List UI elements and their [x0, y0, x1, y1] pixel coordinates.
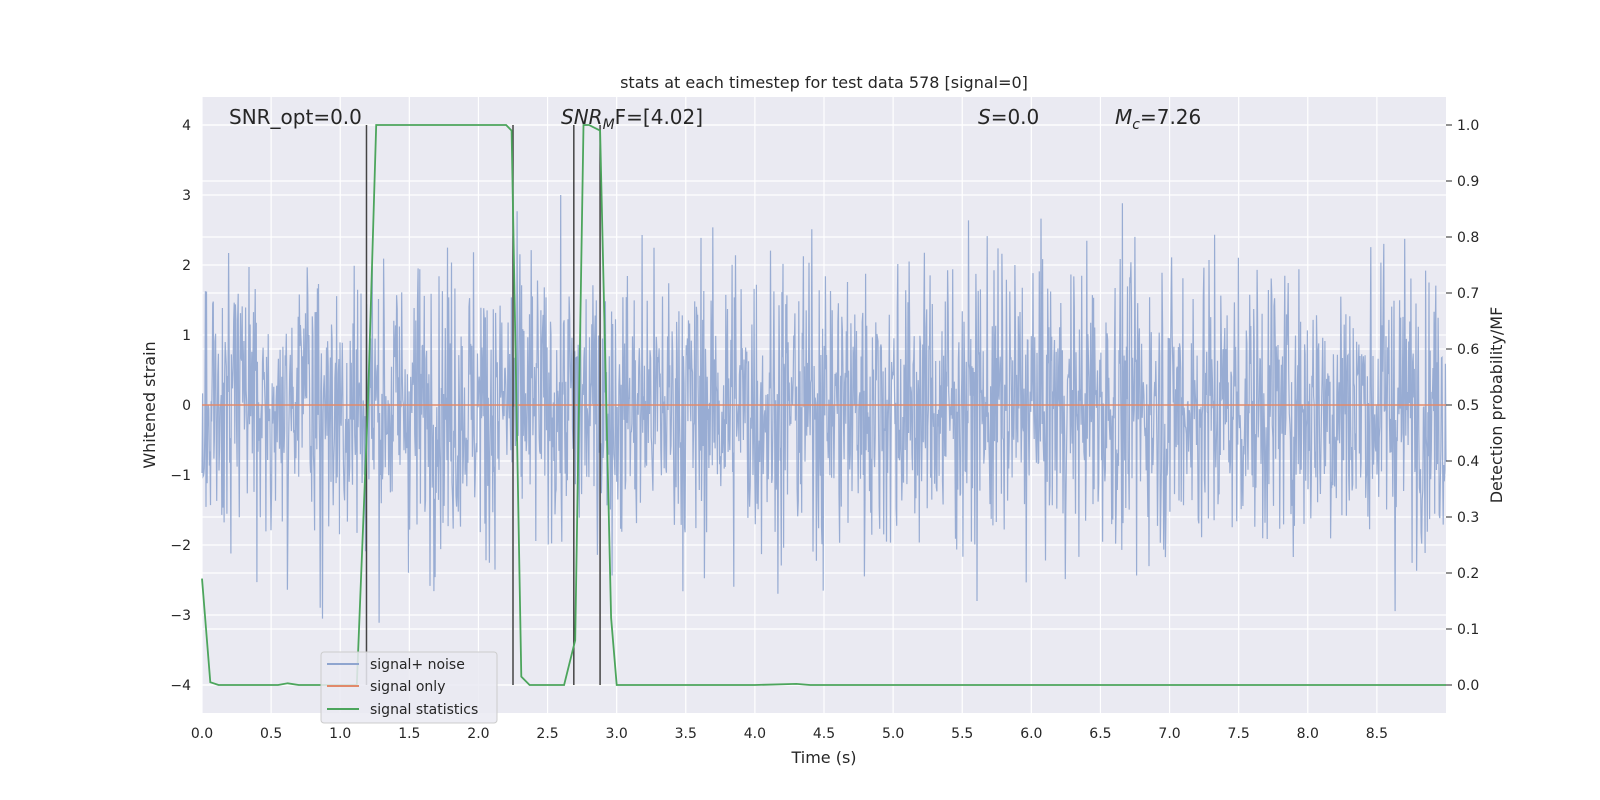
y2-tick-label: 0.7 [1457, 286, 1479, 302]
y-tick-label: 4 [182, 118, 191, 134]
legend-label-signal-noise: signal+ noise [370, 657, 465, 673]
annotation-snr-mf: SNRMF=[4.02] [561, 105, 703, 133]
y-tick-label: −2 [170, 538, 191, 554]
x-tick-label: 5.0 [882, 726, 904, 742]
annotation-snr-mf-rest: F=[4.02] [615, 105, 703, 129]
y2-tick-label: 0.9 [1457, 174, 1479, 190]
x-tick-label: 8.5 [1366, 726, 1388, 742]
x-tick-label: 7.0 [1158, 726, 1180, 742]
x-tick-label: 7.5 [1228, 726, 1250, 742]
y-tick-label: 2 [182, 258, 191, 274]
annotation-snr-mf-sub: M [603, 117, 615, 133]
x-tick-label: 0.5 [260, 726, 282, 742]
x-tick-label: 6.5 [1089, 726, 1111, 742]
x-axis-label: Time (s) [790, 748, 856, 767]
y2-tick-label: 0.8 [1457, 230, 1479, 246]
x-tick-label: 2.0 [467, 726, 489, 742]
y-tick-label: −3 [170, 608, 191, 624]
y2-tick-label: 1.0 [1457, 118, 1479, 134]
annotation-snr-mf-main: SNR [561, 105, 603, 129]
annotation-snr-opt: SNR_opt=0.0 [229, 105, 362, 129]
y2-tick-label: 0.6 [1457, 342, 1479, 358]
signal-statistics-line [201, 124, 1446, 686]
x-tick-label: 2.5 [536, 726, 558, 742]
legend: signal+ noise signal only signal statist… [320, 651, 498, 724]
y-axis-label: Whitened strain [140, 341, 159, 468]
y-tick-labels: −4 −3 −2 −1 0 1 2 3 4 [170, 118, 191, 694]
x-tick-label: 1.0 [329, 726, 351, 742]
y2-tick-label: 0.3 [1457, 510, 1479, 526]
y2-tick-label: 0.2 [1457, 566, 1479, 582]
y-tick-label: −4 [170, 678, 191, 694]
y2-axis-label: Detection probability/MF [1487, 307, 1506, 504]
y2-tick-label: 0.1 [1457, 622, 1479, 638]
annotation-mc-sub: c [1132, 117, 1140, 133]
x-tick-label: 3.0 [606, 726, 628, 742]
x-tick-label: 4.0 [744, 726, 766, 742]
y-tick-label: 1 [182, 328, 191, 344]
y2-tick-labels: 0.0 0.1 0.2 0.3 0.4 0.5 0.6 0.7 0.8 0.9 1.0 [1446, 118, 1479, 694]
y-tick-label: 0 [182, 398, 191, 414]
annotation-mc-main: M [1115, 105, 1132, 129]
x-tick-label: 6.0 [1020, 726, 1042, 742]
y-tick-label: 3 [182, 188, 191, 204]
annotation-mc-rest: =7.26 [1140, 105, 1201, 129]
annotation-mc: Mc=7.26 [1115, 105, 1201, 133]
series-signal-statistics [201, 124, 1446, 686]
x-tick-label: 5.5 [951, 726, 973, 742]
x-tick-label: 1.5 [398, 726, 420, 742]
legend-box [320, 651, 498, 724]
y-tick-label: −1 [170, 468, 191, 484]
signal-noise-line [201, 194, 1447, 623]
x-tick-label: 0.0 [191, 726, 213, 742]
legend-label-signal-statistics: signal statistics [370, 702, 478, 718]
annotation-s-var: S [978, 105, 991, 129]
annotation-s-rest: =0.0 [991, 105, 1040, 129]
legend-label-signal-only: signal only [370, 679, 445, 695]
annotation-s: S=0.0 [978, 105, 1039, 129]
x-tick-label: 4.5 [813, 726, 835, 742]
series-signal-noise [201, 194, 1447, 623]
y2-tick-label: 0.0 [1457, 678, 1479, 694]
y2-tick-label: 0.5 [1457, 398, 1479, 414]
x-tick-label: 8.0 [1297, 726, 1319, 742]
vertical-markers [365, 125, 601, 685]
x-tick-labels: 0.0 0.5 1.0 1.5 2.0 2.5 3.0 3.5 4.0 4.5 5.0 5.5 6.0 6… [191, 726, 1388, 742]
y2-tick-label: 0.4 [1457, 454, 1479, 470]
chart-title: stats at each timestep for test data 578… [620, 73, 1028, 92]
x-tick-label: 3.5 [675, 726, 697, 742]
